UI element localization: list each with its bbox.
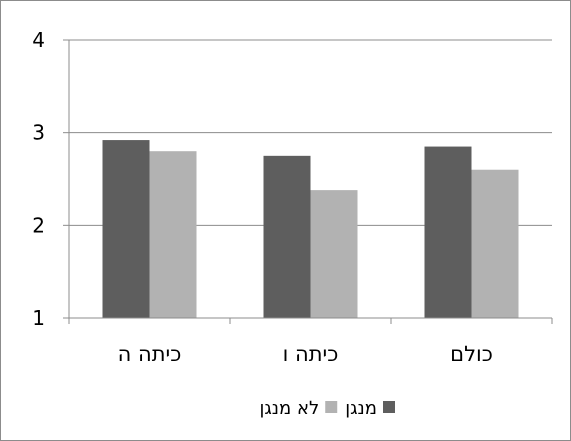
legend: מנגן לא מנגן <box>259 398 395 419</box>
y-tick-label: 4 <box>32 28 45 52</box>
bar-series2 <box>310 190 358 318</box>
y-tick-label: 2 <box>32 213 45 237</box>
bar-series2 <box>149 151 197 318</box>
bar-series1 <box>102 140 150 318</box>
bars <box>102 140 519 318</box>
x-category-label: כיתה ה <box>118 342 182 366</box>
axes <box>63 39 553 324</box>
x-category-label: כיתה ו <box>283 342 339 366</box>
bar-series2 <box>471 169 519 318</box>
legend-swatch <box>325 401 338 413</box>
y-tick-label: 1 <box>32 306 45 330</box>
legend-label: מנגן <box>345 398 377 419</box>
bar-series1 <box>424 146 472 318</box>
y-tick-label: 3 <box>32 121 45 145</box>
bar-series1 <box>263 155 311 318</box>
legend-swatch <box>383 401 395 413</box>
x-category-label: כולם <box>450 342 493 366</box>
x-axis-category-labels: כיתה ה כיתה ו כולם <box>118 342 493 366</box>
y-axis-tick-labels: 1 2 3 4 <box>32 28 45 330</box>
legend-label: לא מנגן <box>259 398 319 419</box>
